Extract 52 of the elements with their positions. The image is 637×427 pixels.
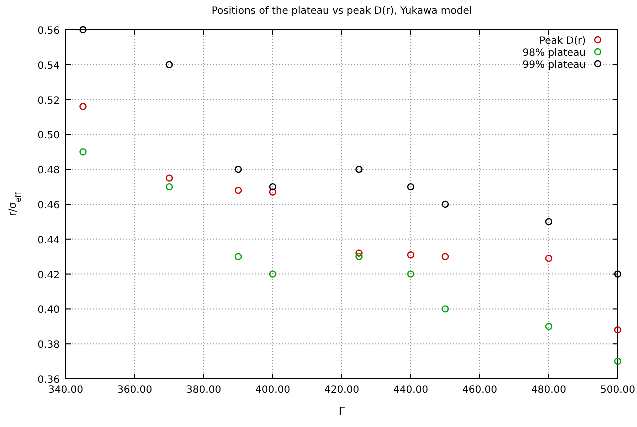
point <box>407 183 415 191</box>
point <box>166 61 174 68</box>
x-tick-label: 380.00 <box>186 385 222 396</box>
point <box>356 250 363 257</box>
point <box>545 254 553 262</box>
point <box>614 270 622 278</box>
x-tick-label: 400.00 <box>256 385 290 396</box>
y-tick-label: 0.54 <box>38 60 60 72</box>
y-tick-label: 0.38 <box>38 340 60 352</box>
y-tick-label: 0.50 <box>38 130 60 142</box>
point <box>442 200 450 208</box>
point <box>545 323 553 330</box>
y-tick-label: 0.52 <box>38 96 60 107</box>
point <box>442 306 450 313</box>
point <box>234 186 242 194</box>
x-tick-label: 340.00 <box>48 385 84 396</box>
y-tick-label: 0.44 <box>38 235 60 246</box>
y-tick-label: 0.42 <box>38 270 60 282</box>
point <box>545 218 553 226</box>
chart-title: Positions of the plateau vs peak D(r), Yukawa model <box>212 6 472 17</box>
point <box>614 326 622 334</box>
point <box>269 183 277 191</box>
y-tick-label: 0.36 <box>38 375 60 386</box>
x-tick-label: 500.00 <box>600 385 636 396</box>
y-tick-label: 0.48 <box>38 166 60 177</box>
point <box>407 252 415 259</box>
point <box>80 148 87 156</box>
point <box>269 188 277 196</box>
x-tick-label: 480.00 <box>532 385 566 396</box>
point <box>166 174 174 182</box>
x-tick-label: 420.00 <box>324 385 360 396</box>
x-tick-label: 360.00 <box>118 385 152 396</box>
point <box>234 253 242 260</box>
legend-label: 99% plateau <box>522 60 586 71</box>
point <box>407 270 415 278</box>
legend-label: 98% plateau <box>522 48 586 59</box>
point <box>614 358 622 366</box>
point <box>80 26 87 34</box>
point <box>166 183 174 191</box>
x-axis-title: Γ <box>338 405 346 418</box>
point <box>234 166 242 174</box>
x-tick-label: 440.00 <box>394 385 428 396</box>
point <box>356 166 363 174</box>
point <box>442 253 450 260</box>
legend-label: Peak D(r) <box>539 36 586 47</box>
point <box>80 103 87 110</box>
x-tick-label: 460.00 <box>462 385 498 396</box>
y-tick-label: 0.46 <box>38 200 60 212</box>
point <box>356 253 363 260</box>
y-tick-label: 0.56 <box>38 26 60 37</box>
y-tick-label: 0.40 <box>38 305 60 316</box>
point <box>269 270 277 278</box>
